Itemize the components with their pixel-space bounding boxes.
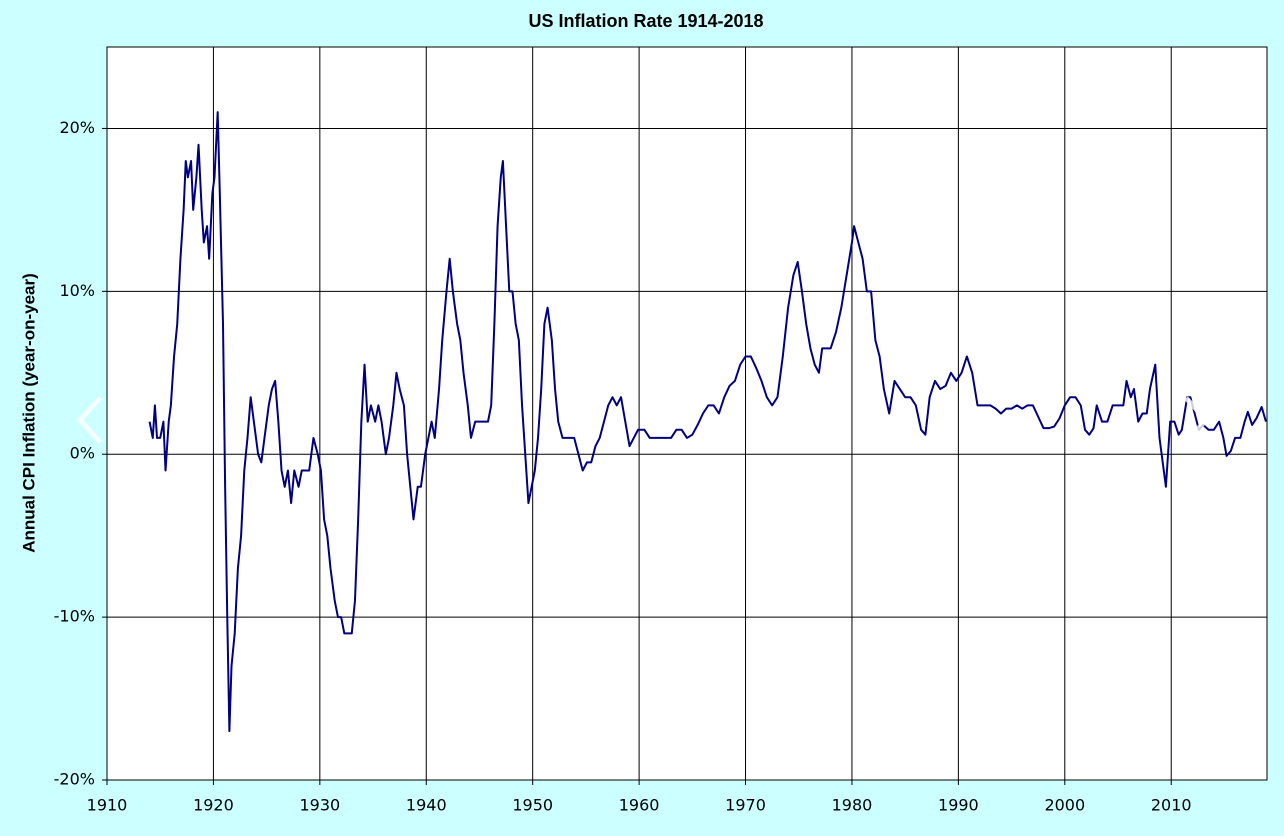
x-tick-label: 1930 xyxy=(299,796,340,815)
plot-frame xyxy=(106,46,1268,781)
x-tick-label: 1950 xyxy=(512,796,553,815)
chart-title: US Inflation Rate 1914-2018 xyxy=(528,11,763,31)
x-tick-label: 2000 xyxy=(1044,796,1085,815)
x-tick-label: 1920 xyxy=(193,796,234,815)
y-axis-label: Annual CPI Inflation (year-on-year) xyxy=(19,273,38,553)
y-tick-label: -10% xyxy=(54,607,95,626)
y-tick-label: 0% xyxy=(70,444,95,463)
x-tick-label: 1970 xyxy=(725,796,766,815)
y-tick-label: 20% xyxy=(59,118,95,137)
x-tick-label: 1940 xyxy=(406,796,447,815)
x-tick-label: 1910 xyxy=(87,796,128,815)
series xyxy=(148,111,1267,733)
x-tick-label: 2010 xyxy=(1151,796,1192,815)
y-tick-label: -20% xyxy=(54,770,95,789)
carousel-next[interactable] xyxy=(1184,396,1210,444)
tick-labels: -20% -10% 0% 10% 20% 1910 1920 1930 1940 1950 1960… xyxy=(54,118,1192,815)
data-line xyxy=(148,111,1267,733)
x-tick-label: 1980 xyxy=(832,796,873,815)
x-tick-label: 1960 xyxy=(619,796,660,815)
plot-area xyxy=(107,47,1267,780)
carousel-prev[interactable] xyxy=(76,396,102,444)
y-tick-label: 10% xyxy=(59,281,95,300)
x-tick-label: 1990 xyxy=(938,796,979,815)
